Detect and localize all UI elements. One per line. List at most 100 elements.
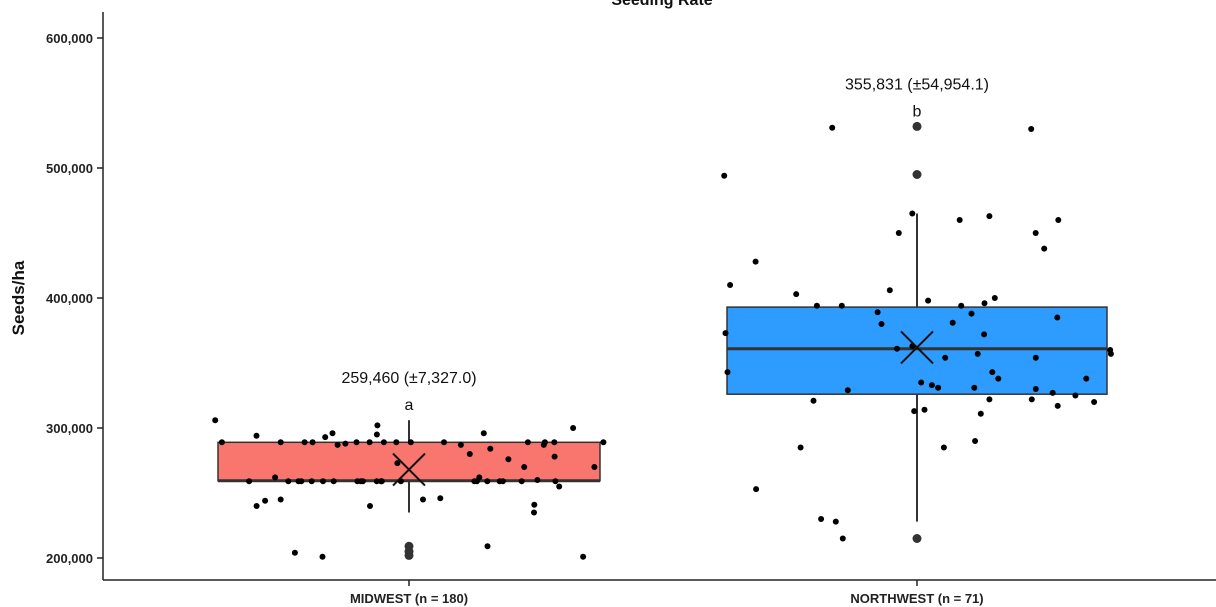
data-point: [829, 124, 836, 131]
y-tick-label: 300,000: [46, 421, 93, 436]
data-point: [918, 379, 925, 386]
y-tick-label: 500,000: [46, 161, 93, 176]
data-point: [956, 217, 963, 223]
data-point: [1107, 350, 1114, 357]
data-point: [334, 441, 341, 448]
data-point: [1041, 245, 1048, 252]
data-point: [373, 431, 380, 438]
data-point: [925, 297, 932, 304]
data-point: [1072, 392, 1079, 399]
data-point: [534, 477, 541, 483]
data-point: [928, 382, 935, 389]
data-point: [895, 230, 902, 236]
data-point: [958, 302, 965, 309]
data-point: [580, 553, 587, 560]
data-point: [552, 478, 559, 485]
box-group-northwest: b 355,831 (±54,954.1): [721, 76, 1114, 543]
data-point: [911, 408, 918, 415]
data-point: [319, 553, 326, 560]
data-point: [1083, 375, 1090, 382]
data-point: [722, 330, 729, 337]
data-point: [991, 295, 998, 301]
data-point: [308, 478, 315, 485]
data-point: [972, 438, 979, 444]
group-annotation: 259,460 (±7,327.0): [341, 370, 476, 387]
data-point: [797, 444, 804, 451]
data-point: [496, 478, 503, 485]
data-point: [295, 478, 302, 485]
data-point: [218, 439, 225, 446]
data-point: [986, 396, 993, 403]
data-point: [921, 406, 928, 413]
data-point: [437, 495, 444, 502]
data-point: [277, 496, 284, 503]
data-point: [1032, 386, 1039, 392]
group-letter: a: [405, 397, 414, 414]
box-groups: a 259,460 (±7,327.0) b 355,831 (±54,954.1): [212, 76, 1114, 560]
data-point: [373, 478, 380, 485]
data-point: [1028, 126, 1035, 132]
outlier-point: [912, 170, 922, 179]
data-point: [878, 321, 885, 327]
box: [217, 441, 601, 482]
data-point: [989, 369, 996, 376]
data-point: [968, 310, 975, 317]
data-point: [277, 439, 284, 446]
data-point: [301, 439, 308, 446]
data-point: [1055, 217, 1062, 223]
data-point: [551, 453, 558, 460]
data-point: [894, 345, 900, 352]
data-point: [466, 451, 473, 457]
data-point: [838, 302, 845, 309]
box: [726, 306, 1108, 395]
y-tick-label: 200,000: [46, 551, 93, 566]
data-point: [1028, 396, 1035, 403]
y-ticks: 200,000 300,000 400,000 500,000 600,000: [46, 31, 103, 566]
data-point: [505, 456, 512, 463]
data-point: [484, 478, 491, 485]
data-point: [407, 439, 414, 446]
mean-marker: [392, 452, 426, 487]
group-letter: b: [913, 103, 922, 120]
data-point: [378, 478, 385, 485]
data-point: [551, 439, 558, 446]
data-point: [839, 535, 846, 542]
data-point: [1032, 230, 1039, 236]
data-point: [981, 331, 988, 338]
data-point: [329, 430, 336, 437]
data-point: [886, 287, 893, 294]
data-point: [974, 350, 981, 357]
data-point: [484, 543, 491, 550]
data-point: [471, 478, 478, 485]
data-point: [330, 478, 337, 485]
y-axis-title: Seeds/ha: [9, 260, 28, 335]
data-point: [1049, 389, 1056, 396]
data-point: [832, 518, 839, 525]
data-point: [246, 478, 253, 485]
data-point: [393, 439, 400, 446]
data-point: [521, 464, 528, 470]
mean-marker: [900, 330, 934, 365]
data-point: [441, 439, 447, 446]
outlier-point: [912, 534, 922, 543]
data-point: [1054, 402, 1061, 409]
y-tick-label: 400,000: [46, 291, 93, 306]
data-point: [253, 503, 260, 509]
data-point: [940, 444, 947, 451]
data-point: [600, 439, 607, 446]
data-point: [285, 478, 292, 485]
data-point: [793, 291, 800, 298]
data-point: [457, 441, 464, 448]
data-point: [721, 172, 728, 179]
data-point: [874, 309, 881, 316]
data-point: [366, 439, 373, 446]
y-tick-label: 600,000: [46, 31, 93, 46]
group-annotation: 355,831 (±54,954.1): [845, 76, 989, 93]
data-point: [320, 478, 326, 485]
data-point: [262, 497, 269, 504]
data-point: [942, 354, 949, 361]
data-point: [380, 439, 387, 446]
data-point: [394, 460, 401, 467]
box-group-midwest: a 259,460 (±7,327.0): [212, 370, 607, 560]
data-point: [844, 387, 851, 394]
